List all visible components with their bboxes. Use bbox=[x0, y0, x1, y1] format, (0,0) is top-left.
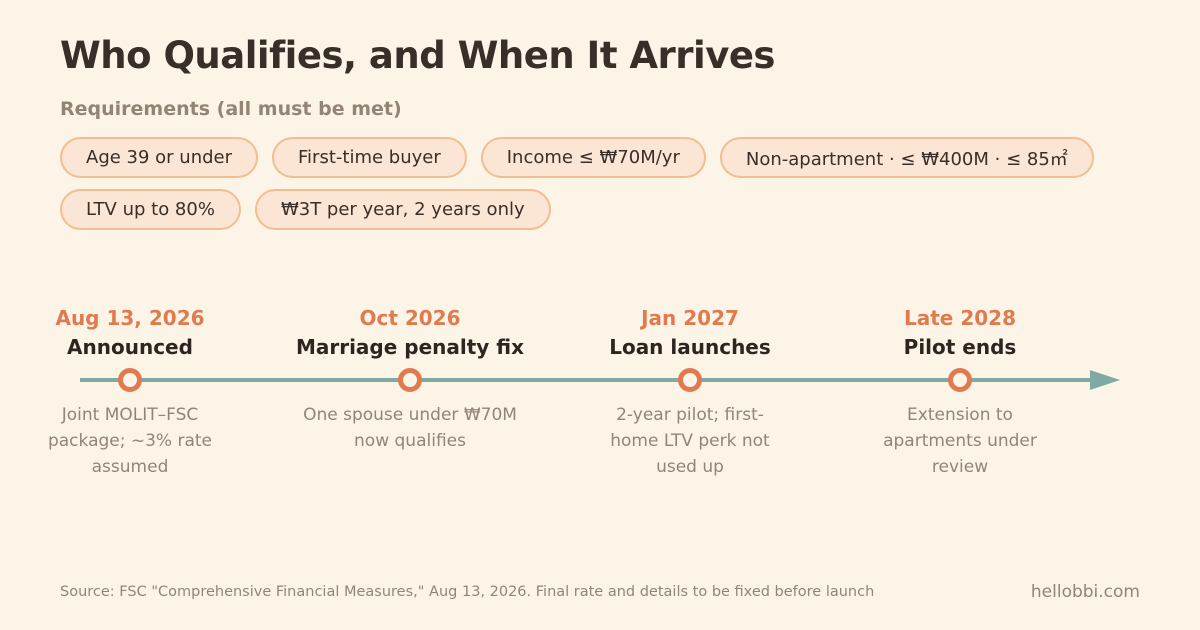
milestone-description: Extension to apartments under review bbox=[883, 405, 1037, 477]
milestone-description: One spouse under ₩70M now qualifies bbox=[303, 405, 517, 451]
milestone-title: Marriage penalty fix bbox=[295, 335, 525, 359]
requirements-list: Age 39 or under First-time buyer Income … bbox=[60, 137, 1120, 230]
timeline-arrow-icon bbox=[1090, 370, 1120, 390]
timeline-axis bbox=[80, 368, 1120, 392]
page-title: Who Qualifies, and When It Arrives bbox=[60, 34, 775, 77]
milestone-description: 2-year pilot; first-home LTV perk not us… bbox=[610, 405, 770, 477]
milestone-date: Late 2028 bbox=[904, 306, 1016, 330]
milestone-date: Jan 2027 bbox=[641, 306, 739, 330]
milestone-date: Aug 13, 2026 bbox=[55, 306, 205, 330]
milestone-description: Joint MOLIT–FSC package; ~3% rate assume… bbox=[47, 405, 213, 477]
milestone-title: Loan launches bbox=[609, 335, 771, 359]
requirement-pill-ltv: LTV up to 80% bbox=[60, 189, 241, 230]
milestone-dot bbox=[398, 368, 422, 392]
requirements-label: Requirements (all must be met) bbox=[60, 98, 402, 120]
milestone-dot bbox=[948, 368, 972, 392]
milestone-title: Pilot ends bbox=[903, 335, 1017, 359]
milestone-title: Announced bbox=[67, 335, 193, 359]
requirement-pill-age: Age 39 or under bbox=[60, 137, 259, 178]
requirement-pill-budget: ₩3T per year, 2 years only bbox=[254, 189, 551, 230]
requirement-pill-first-time: First-time buyer bbox=[272, 137, 467, 178]
requirement-pill-income: Income ≤ ₩70M/yr bbox=[480, 137, 706, 178]
site-link[interactable]: hellobbi.com bbox=[1030, 582, 1140, 602]
requirement-pill-property: Non-apartment · ≤ ₩400M · ≤ 85㎡ bbox=[719, 137, 1094, 178]
milestone-dot bbox=[118, 368, 142, 392]
milestone-dot bbox=[678, 368, 702, 392]
milestone-date: Oct 2026 bbox=[359, 306, 461, 330]
source-note: Source: FSC "Comprehensive Financial Mea… bbox=[60, 584, 875, 600]
timeline: Aug 13, 2026 Announced Joint MOLIT–FSC p… bbox=[0, 300, 1200, 500]
